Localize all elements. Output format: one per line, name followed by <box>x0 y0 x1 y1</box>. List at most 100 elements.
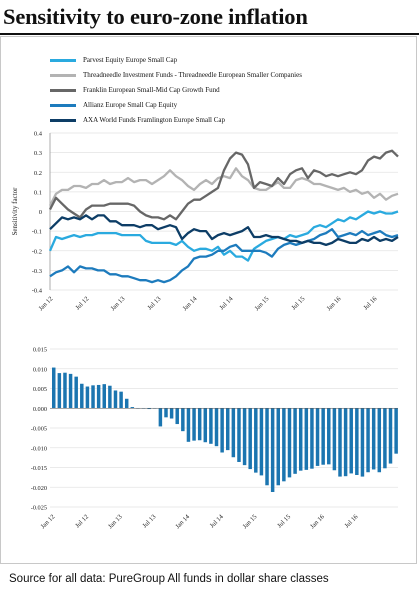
y-tick-label: 0.1 <box>34 189 42 196</box>
bar <box>52 367 56 409</box>
bar <box>254 408 258 473</box>
bar <box>282 408 286 482</box>
y-tick-label: 0.015 <box>33 347 47 354</box>
bar <box>164 408 168 418</box>
bar <box>124 398 129 409</box>
x-tick-label: Jan 15 <box>242 513 259 530</box>
bar <box>371 408 376 470</box>
x-tick-label: Jan 14 <box>174 513 191 530</box>
x-tick-label: Jul 12 <box>74 295 90 311</box>
chart-title: Sensitivity to euro-zone inflation <box>3 4 308 29</box>
legend-swatch <box>50 119 76 122</box>
bar <box>214 408 219 447</box>
bar <box>276 408 280 486</box>
y-tick-label: 0.4 <box>34 131 43 138</box>
bar <box>298 408 303 471</box>
bar <box>248 408 252 470</box>
bar <box>197 408 202 441</box>
bar <box>108 385 112 409</box>
bar <box>360 408 365 477</box>
bar <box>63 372 67 409</box>
bar <box>74 376 78 409</box>
bar <box>349 408 353 474</box>
x-tick-label: Jan 13 <box>110 295 127 312</box>
bar <box>96 384 101 409</box>
bar <box>377 408 382 473</box>
bar <box>287 408 292 478</box>
x-tick-label: Jan 13 <box>107 513 124 530</box>
x-tick-label: Jul 13 <box>146 295 162 311</box>
bar <box>113 390 118 409</box>
legend-swatch <box>50 59 76 62</box>
bar <box>270 408 275 492</box>
y-tick-label: -0.3 <box>32 268 42 275</box>
bar <box>304 408 309 470</box>
bar <box>394 408 398 454</box>
chart-frame <box>0 36 417 564</box>
series-line-axa-world-funds-framlington-europe-small-cap <box>49 214 399 247</box>
bar <box>169 408 174 419</box>
bar <box>68 373 73 409</box>
bar <box>175 408 179 425</box>
series-line-franklin-european-small-mid-cap-growth-fund <box>48 149 399 221</box>
x-tick-label: Jan 14 <box>182 295 199 312</box>
bar <box>147 408 151 410</box>
bar <box>192 408 196 441</box>
y-tick-label: 0.2 <box>34 170 42 177</box>
y-axis-label: Sensitivity factor <box>11 187 19 236</box>
bar <box>383 408 387 469</box>
y-tick-label: 0.000 <box>33 406 47 413</box>
y-tick-label: 0.005 <box>33 386 47 393</box>
title-rule <box>0 33 419 35</box>
legend-swatch <box>50 104 76 107</box>
y-tick-label: -0.025 <box>31 505 47 512</box>
bar <box>158 408 163 427</box>
bar <box>203 408 208 443</box>
legend-label: Threadneedle Investment Funds - Threadne… <box>83 71 302 79</box>
y-tick-label: -0.005 <box>31 426 47 433</box>
bar <box>310 408 314 469</box>
series-line-threadneedle-investment-funds-threadneedle-european-smaller-companies <box>48 167 399 207</box>
bar <box>366 408 370 473</box>
bar <box>226 408 230 451</box>
legend-label: Franklin European Small-Mid Cap Growth F… <box>83 86 220 94</box>
bar <box>186 408 191 442</box>
bar <box>220 408 224 453</box>
bar <box>242 408 247 466</box>
bar <box>293 408 297 474</box>
legend-label: Parvest Equity Europe Small Cap <box>83 56 178 64</box>
y-tick-label: 0.3 <box>34 150 42 157</box>
y-tick-label: 0 <box>39 209 42 216</box>
bar <box>355 408 359 475</box>
bar <box>338 408 342 477</box>
legend-label: AXA World Funds Framlington Europe Small… <box>83 116 226 124</box>
bar <box>181 408 185 432</box>
bar <box>85 386 90 409</box>
legend-label: Allianz Europe Small Cap Equity <box>83 101 178 109</box>
bar <box>102 384 106 409</box>
y-tick-label: 0.010 <box>33 366 47 373</box>
bar <box>332 408 337 471</box>
x-tick-label: Jul 14 <box>209 513 226 530</box>
x-tick-label: Jul 15 <box>276 513 292 529</box>
y-tick-label: -0.015 <box>31 465 47 472</box>
source-note: Source for all data: PureGroup All funds… <box>9 573 329 585</box>
y-tick-label: -0.020 <box>31 485 47 492</box>
x-tick-label: Jan 12 <box>40 513 57 530</box>
bar <box>327 408 331 465</box>
bar <box>343 408 348 477</box>
y-tick-label: -0.1 <box>32 229 42 236</box>
series-line-parvest-equity-europe-small-cap <box>48 210 399 262</box>
bar <box>237 408 241 462</box>
y-tick-label: -0.4 <box>32 288 43 295</box>
bar <box>388 408 393 464</box>
x-tick-label: Jan 16 <box>326 295 343 312</box>
y-tick-label: -0.010 <box>31 445 47 452</box>
legend-swatch <box>50 74 76 77</box>
bar <box>91 385 95 409</box>
x-tick-label: Jul 14 <box>218 295 235 312</box>
x-tick-label: Jul 12 <box>74 513 90 529</box>
x-tick-label: Jul 13 <box>141 513 157 529</box>
bar <box>231 408 236 458</box>
x-tick-label: Jul 15 <box>290 295 306 311</box>
